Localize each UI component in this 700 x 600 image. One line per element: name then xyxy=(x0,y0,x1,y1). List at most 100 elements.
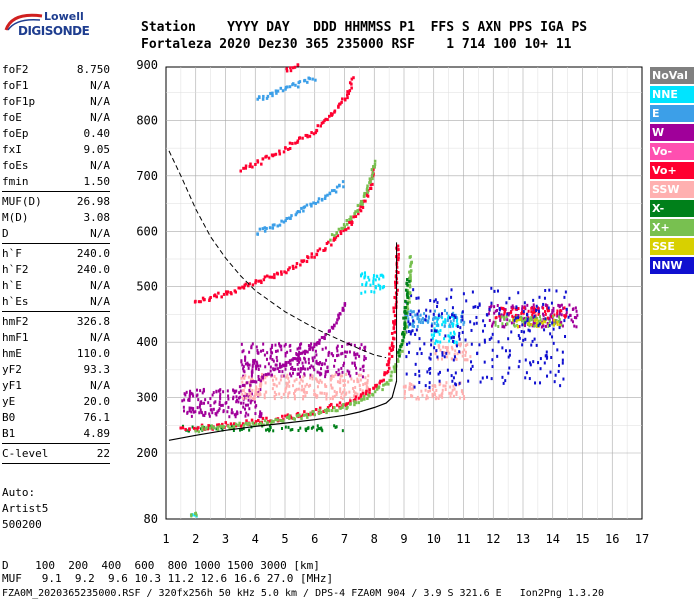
echo-dot xyxy=(544,312,547,316)
trace-dot xyxy=(244,421,248,425)
param-row: h`F2 240.0 xyxy=(2,262,110,278)
echo-dot xyxy=(542,306,545,310)
x-tick-label: 14 xyxy=(546,532,560,546)
echo-dot xyxy=(454,315,457,319)
echo-dot xyxy=(531,313,534,317)
trace-dot xyxy=(333,188,336,192)
trace-dot xyxy=(278,365,282,369)
echo-dot xyxy=(496,354,499,358)
echo-dot xyxy=(535,304,538,308)
echo-dot xyxy=(429,299,432,303)
echo-dot xyxy=(313,389,316,393)
echo-dot xyxy=(374,285,377,289)
echo-dot xyxy=(543,361,546,365)
echo-dot xyxy=(260,414,263,418)
param-label: h`E xyxy=(2,279,22,292)
param-value: N/A xyxy=(90,295,110,308)
trace-dot xyxy=(392,310,396,314)
trace-dot xyxy=(244,164,248,168)
echo-dot xyxy=(534,381,537,385)
echo-dot xyxy=(325,397,328,401)
echo-dot xyxy=(341,397,344,401)
trace-dot xyxy=(275,91,278,95)
echo-dot xyxy=(526,319,529,323)
trace-dot xyxy=(220,295,223,299)
trace-dot xyxy=(406,289,410,293)
echo-dot xyxy=(562,377,565,381)
scaled-parameters-panel: foF2 8.750 foF1 N/A foF1p N/A foE N/A foEp 0.40 fx… xyxy=(2,62,110,466)
trace-dot xyxy=(334,409,337,413)
echo-dot xyxy=(533,319,536,323)
echo-dot xyxy=(281,370,284,374)
echo-dot xyxy=(200,401,203,405)
echo-dot xyxy=(421,316,424,320)
echo-dot xyxy=(437,372,440,376)
echo-dot xyxy=(550,315,553,319)
echo-dot xyxy=(201,391,204,395)
echo-dot xyxy=(231,411,234,415)
y-tick-label: 600 xyxy=(136,224,158,238)
trace-dot xyxy=(311,77,314,81)
trace-dot xyxy=(216,427,220,431)
echo-dot xyxy=(370,290,373,294)
legend-item: NNW xyxy=(650,257,694,274)
echo-dot xyxy=(453,353,456,357)
legend-item: NNE xyxy=(650,86,694,103)
echo-dot xyxy=(190,391,193,395)
echo-dot xyxy=(409,313,412,317)
echo-dot xyxy=(455,340,458,344)
trace-dot xyxy=(300,351,304,355)
trace-dot xyxy=(318,247,322,251)
echo-dot xyxy=(348,370,351,374)
echo-dot xyxy=(496,309,499,313)
trace-dot xyxy=(290,214,293,218)
echo-dot xyxy=(470,367,473,371)
echo-dot xyxy=(525,371,528,375)
echo-dot xyxy=(446,350,449,354)
trace-dot xyxy=(301,260,304,264)
echo-dot xyxy=(440,393,443,397)
echo-dot xyxy=(556,309,559,313)
echo-dot xyxy=(242,405,245,409)
trace-dot xyxy=(273,276,276,280)
echo-dot xyxy=(452,376,455,380)
trace-dot xyxy=(326,193,329,197)
echo-dot xyxy=(437,396,440,400)
echo-dot xyxy=(284,425,287,429)
echo-dot xyxy=(507,355,510,359)
echo-dot xyxy=(250,374,253,378)
echo-dot xyxy=(311,377,314,381)
echo-dot xyxy=(295,352,298,356)
x-tick-label: 13 xyxy=(516,532,530,546)
trace-dot xyxy=(409,255,412,259)
trace-dot xyxy=(299,263,302,267)
echo-dot xyxy=(414,362,417,366)
trace-dot xyxy=(266,94,270,98)
echo-dot xyxy=(435,329,438,333)
echo-dot xyxy=(428,367,431,371)
echo-dot xyxy=(293,391,296,395)
trace-dot xyxy=(257,378,261,382)
echo-dot xyxy=(489,305,492,309)
trace-dot xyxy=(201,296,205,300)
trace-dot xyxy=(303,205,307,209)
trace-dot xyxy=(222,425,226,429)
trace-dot xyxy=(348,218,351,222)
trace-dot xyxy=(203,298,206,302)
echo-dot xyxy=(415,296,418,300)
echo-dot xyxy=(444,321,447,325)
echo-dot xyxy=(204,410,207,414)
echo-dot xyxy=(501,325,504,329)
echo-dot xyxy=(327,353,330,357)
echo-dot xyxy=(452,339,455,343)
echo-dot xyxy=(498,312,501,316)
echo-dot xyxy=(244,392,247,396)
echo-dot xyxy=(522,338,525,342)
trace-dot xyxy=(284,414,287,418)
echo-dot xyxy=(302,375,305,379)
echo-dot xyxy=(280,396,283,400)
echo-dot xyxy=(254,364,257,368)
trace-dot xyxy=(254,279,258,283)
trace-dot xyxy=(381,388,384,392)
trace-dot xyxy=(300,416,303,420)
